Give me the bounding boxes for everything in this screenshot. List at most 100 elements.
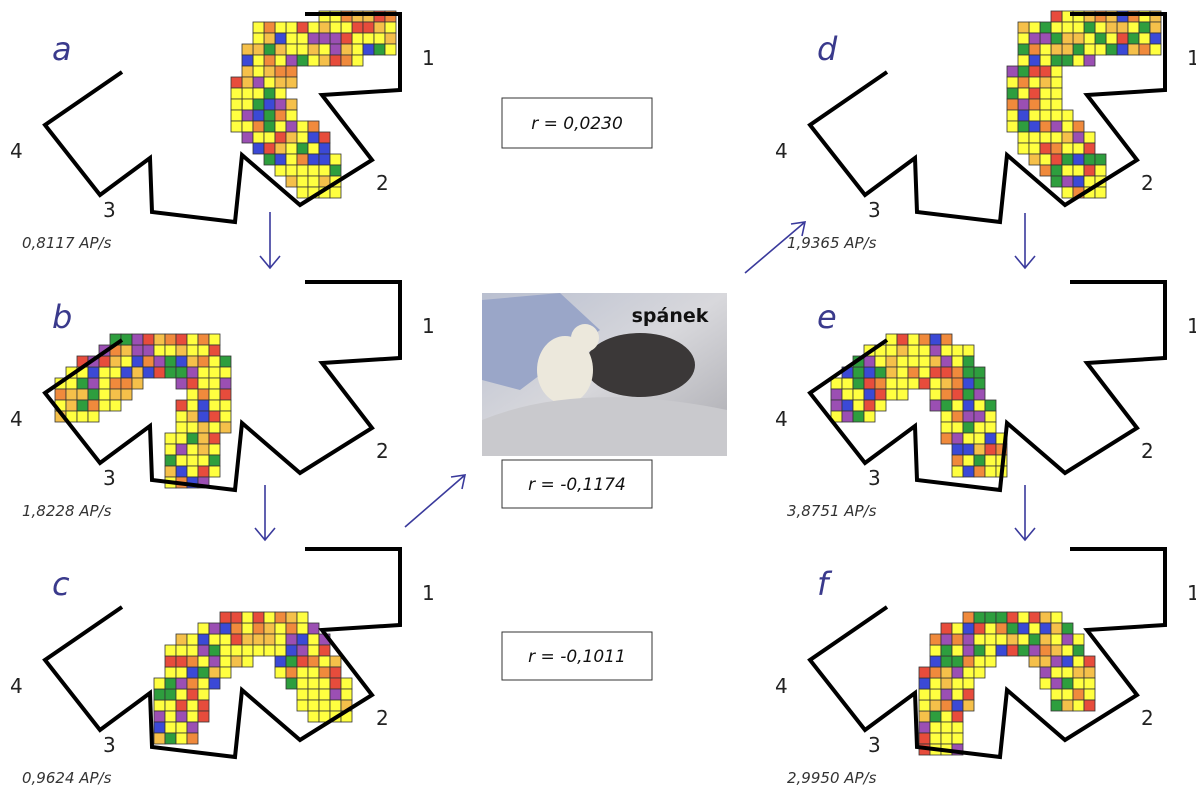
heat-cell (1051, 689, 1062, 700)
heat-cell (974, 667, 985, 678)
heat-cell (919, 733, 930, 744)
heat-cell (308, 656, 319, 667)
heat-cell (963, 466, 974, 477)
heat-cell (286, 66, 297, 77)
heat-cell (1018, 88, 1029, 99)
heat-cell (941, 389, 952, 400)
heat-cell (930, 400, 941, 411)
heat-cell (952, 634, 963, 645)
heat-cell (374, 33, 385, 44)
heat-cell (1139, 33, 1150, 44)
heat-cell (1106, 33, 1117, 44)
heat-cell (952, 411, 963, 422)
heat-cell (985, 400, 996, 411)
heat-cell (319, 55, 330, 66)
heat-cell (952, 444, 963, 455)
heat-cell (897, 389, 908, 400)
arm-label: 3 (868, 466, 881, 490)
heat-cell (1018, 33, 1029, 44)
heat-cell (220, 356, 231, 367)
heat-cell (831, 389, 842, 400)
heat-cell (99, 367, 110, 378)
heat-cell (275, 88, 286, 99)
heat-cell (154, 711, 165, 722)
heat-cell (341, 55, 352, 66)
heat-cell (253, 22, 264, 33)
heat-cell (308, 55, 319, 66)
heat-cell (1051, 143, 1062, 154)
heat-cell (919, 367, 930, 378)
heat-cell (286, 143, 297, 154)
arm-label: 2 (376, 439, 389, 463)
heat-cell (831, 400, 842, 411)
heat-cell (209, 400, 220, 411)
heat-cell (187, 733, 198, 744)
heat-cell (132, 367, 143, 378)
heat-cell (919, 711, 930, 722)
heat-cell (165, 356, 176, 367)
heat-cell (985, 623, 996, 634)
arm-label: 2 (1141, 706, 1154, 730)
heat-cell (930, 634, 941, 645)
heat-cell (941, 411, 952, 422)
heat-cell (253, 44, 264, 55)
heat-cell (930, 345, 941, 356)
heat-cell (198, 345, 209, 356)
heat-cell (853, 378, 864, 389)
heat-cell (220, 378, 231, 389)
heat-cell (1040, 612, 1051, 623)
maze-panel: e12343,8751 AP/s (775, 282, 1196, 520)
heat-cell (352, 44, 363, 55)
heat-cell (143, 356, 154, 367)
heat-cell (286, 44, 297, 55)
heat-cell (154, 678, 165, 689)
heat-cell (121, 389, 132, 400)
heat-cell (886, 378, 897, 389)
heat-cell (275, 77, 286, 88)
heat-cell (242, 110, 253, 121)
heat-cell (1051, 656, 1062, 667)
heat-cell (352, 22, 363, 33)
heat-cell (1150, 44, 1161, 55)
heat-cell (1051, 700, 1062, 711)
heat-cell (319, 645, 330, 656)
heat-cell (919, 667, 930, 678)
heat-cell (930, 389, 941, 400)
heat-cell (297, 645, 308, 656)
heat-cell (308, 176, 319, 187)
heat-cell (941, 356, 952, 367)
heat-cell (275, 667, 286, 678)
heat-cell (952, 667, 963, 678)
heat-cell (99, 378, 110, 389)
heat-cell (985, 433, 996, 444)
heat-cell (1029, 154, 1040, 165)
heat-cell (253, 110, 264, 121)
heat-cell (864, 356, 875, 367)
heat-cell (1040, 66, 1051, 77)
heat-cell (941, 400, 952, 411)
heat-cell (1062, 176, 1073, 187)
heat-cell (1073, 667, 1084, 678)
heat-cell (286, 656, 297, 667)
heat-cell (242, 44, 253, 55)
heat-cell (110, 389, 121, 400)
heat-cell (974, 645, 985, 656)
heat-cell (974, 411, 985, 422)
heat-cell (952, 689, 963, 700)
heat-cell (242, 88, 253, 99)
heat-cell (253, 88, 264, 99)
heat-cell (110, 356, 121, 367)
heat-cell (253, 77, 264, 88)
heat-cell (231, 88, 242, 99)
heat-cell (286, 132, 297, 143)
heat-cell (264, 33, 275, 44)
heat-cell (941, 334, 952, 345)
heat-cell (297, 176, 308, 187)
heat-cell (275, 645, 286, 656)
heat-cell (952, 678, 963, 689)
heat-cell (154, 733, 165, 744)
heat-cell (198, 689, 209, 700)
heat-cell (209, 356, 220, 367)
heat-cell (996, 634, 1007, 645)
heat-cell (187, 455, 198, 466)
